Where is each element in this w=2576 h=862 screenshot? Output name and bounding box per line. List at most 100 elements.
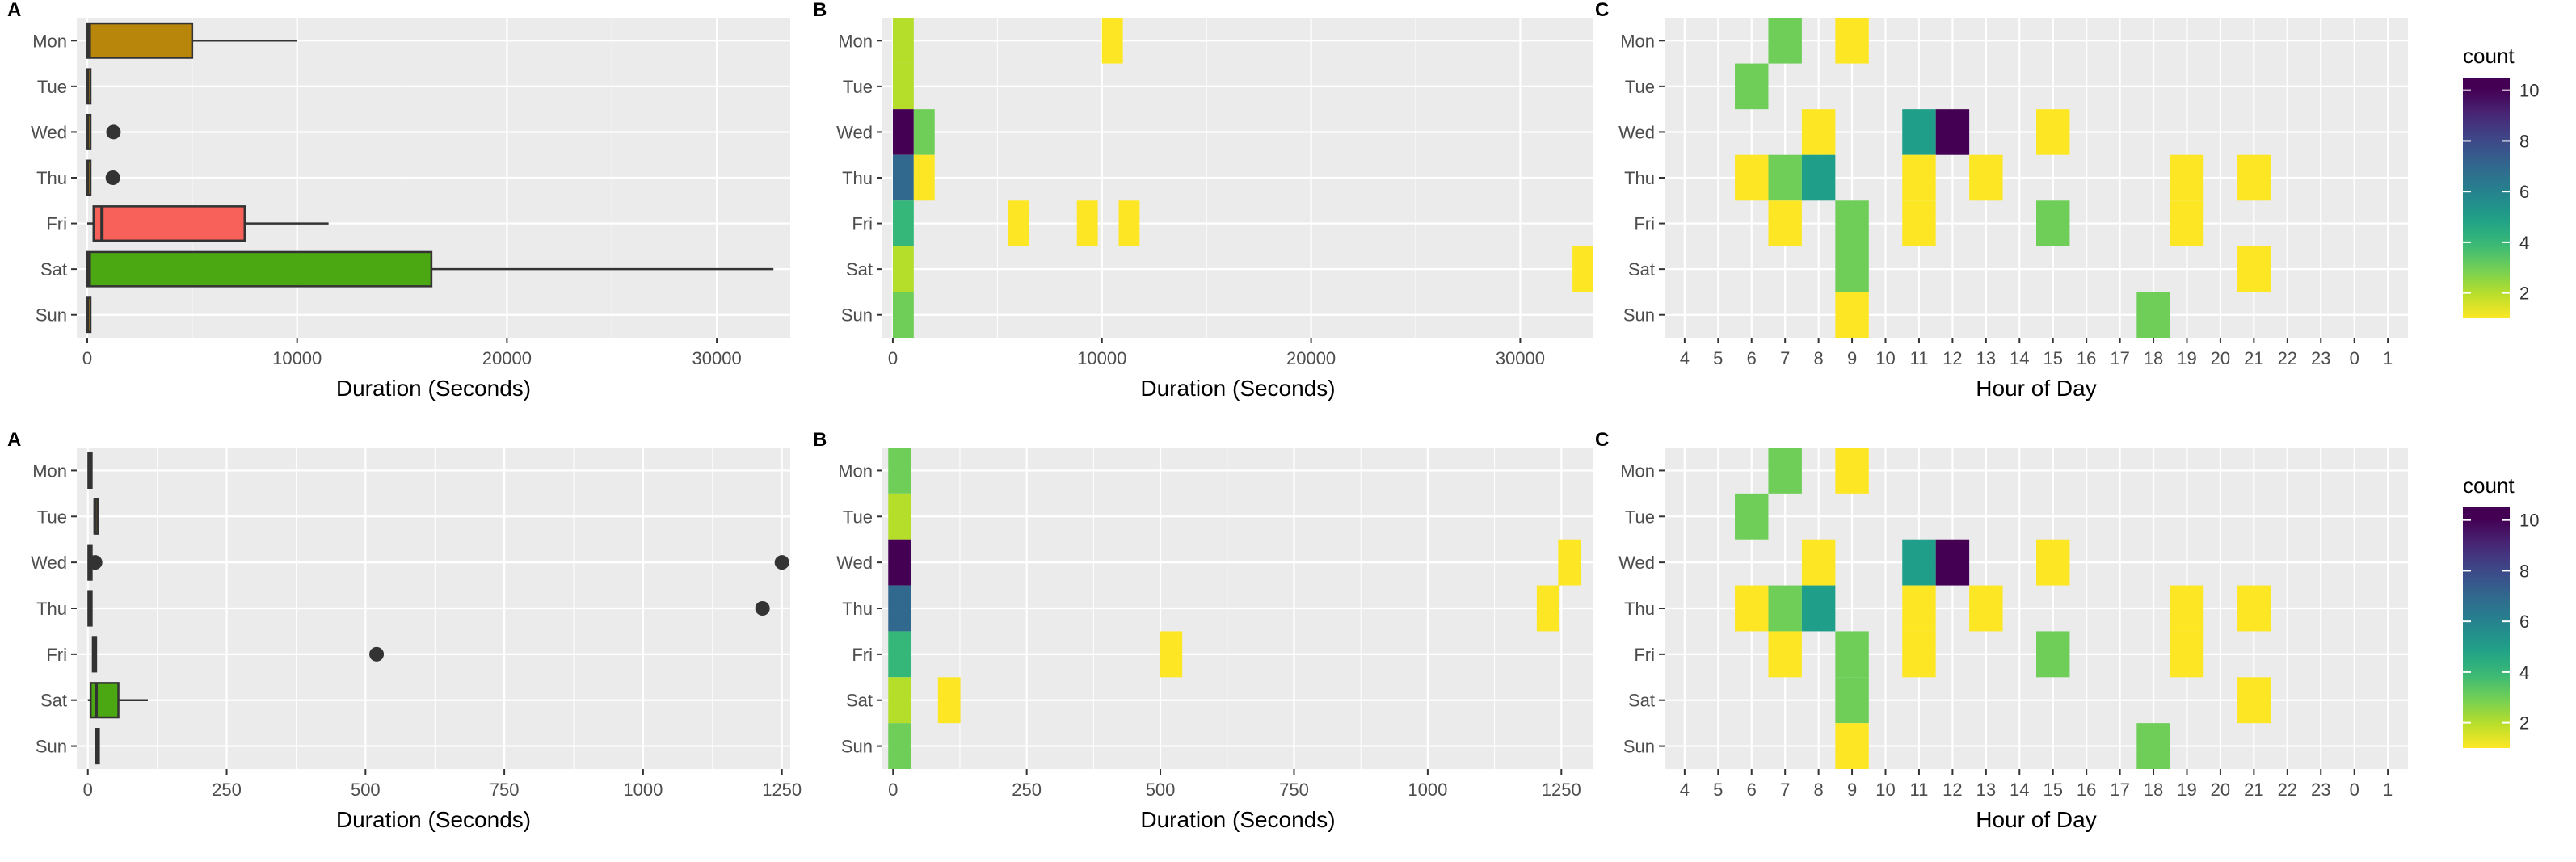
y-tick-label: Sun xyxy=(1623,737,1655,757)
y-tick-label: Wed xyxy=(1618,122,1655,142)
heat-cell xyxy=(2237,246,2271,292)
colorbar-label: 2 xyxy=(2519,284,2529,304)
heat-cell xyxy=(892,292,914,338)
x-tick-label: 15 xyxy=(2043,780,2062,800)
x-tick-label: 6 xyxy=(1747,348,1757,368)
heat-cell xyxy=(888,585,911,632)
heat-cell xyxy=(2170,631,2204,678)
x-tick-label: 13 xyxy=(1976,780,1996,800)
x-tick-label: 9 xyxy=(1847,348,1857,368)
panel-a-1: A Mon Tue Wed Thu Fri Sat Sun 0 10000 20000 30000 Du… xyxy=(7,0,790,401)
colorbar-label: 4 xyxy=(2519,662,2529,683)
heat-cell xyxy=(1835,18,1869,64)
heat-cell xyxy=(892,200,914,246)
x-tick-label: 12 xyxy=(1943,348,1962,368)
y-tick-label: Tue xyxy=(843,507,873,527)
x-tick-label: 7 xyxy=(1780,780,1790,800)
y-tick-label: Mon xyxy=(838,460,873,481)
heat-cell xyxy=(1076,200,1098,246)
heat-cell xyxy=(1735,493,1769,540)
colorbar-label: 10 xyxy=(2519,81,2539,101)
x-axis-title: Duration (Seconds) xyxy=(336,376,531,401)
outlier-point xyxy=(87,555,103,570)
y-tick-label: Fri xyxy=(46,645,67,665)
y-tick-label: Thu xyxy=(36,168,67,188)
x-tick-label: 11 xyxy=(1910,348,1929,368)
heat-cell xyxy=(913,109,935,155)
x-tick-label: 19 xyxy=(2177,348,2196,368)
x-tick-label: 21 xyxy=(2244,780,2263,800)
x-tick-label: 10000 xyxy=(1077,348,1126,368)
heat-cell xyxy=(1835,246,1869,292)
heat-cell xyxy=(2136,723,2170,769)
heat-cell xyxy=(1768,18,1802,64)
x-tick-label: 4 xyxy=(1680,348,1690,368)
x-tick-label: 1 xyxy=(2383,348,2393,368)
y-tick-label: Tue xyxy=(843,77,873,97)
x-tick-label: 5 xyxy=(1713,348,1723,368)
heat-cell xyxy=(1935,539,1970,586)
y-tick-label: Thu xyxy=(842,168,873,188)
heat-cell xyxy=(1801,585,1836,632)
x-tick-label: 14 xyxy=(2010,780,2029,800)
x-tick-label: 9 xyxy=(1847,780,1857,800)
x-tick-label: 15 xyxy=(2043,348,2062,368)
heat-cell xyxy=(2036,109,2070,155)
x-tick-label: 0 xyxy=(83,780,93,800)
legend-count-1: count 2 4 6 8 10 xyxy=(2463,44,2539,318)
heat-cell xyxy=(1835,677,1869,724)
outlier-point xyxy=(106,124,121,140)
heat-cell xyxy=(888,677,911,724)
y-tick-label: Wed xyxy=(31,122,67,142)
x-tick-label: 6 xyxy=(1747,780,1757,800)
heat-cell xyxy=(1969,585,2003,632)
panel-tag: C xyxy=(1595,429,1609,451)
heat-cell xyxy=(1902,109,1936,155)
heat-cell xyxy=(892,154,914,201)
x-tick-label: 30000 xyxy=(1496,348,1545,368)
x-tick-label: 11 xyxy=(1910,780,1929,800)
colorbar-label: 2 xyxy=(2519,713,2529,734)
heat-cell xyxy=(1768,631,1802,678)
y-tick-label: Wed xyxy=(836,122,873,142)
x-axis-title: Hour of Day xyxy=(1976,376,2096,401)
y-tick-label: Fri xyxy=(1634,645,1655,665)
x-tick-label: 14 xyxy=(2010,348,2029,368)
x-tick-label: 17 xyxy=(2110,780,2129,800)
x-tick-label: 21 xyxy=(2244,348,2263,368)
colorbar-label: 6 xyxy=(2519,612,2529,632)
heat-cell xyxy=(1902,154,1936,201)
heat-cell xyxy=(2237,585,2271,632)
x-tick-label: 20000 xyxy=(1286,348,1336,368)
x-tick-label: 500 xyxy=(351,780,381,800)
x-tick-label: 23 xyxy=(2311,780,2330,800)
x-tick-label: 23 xyxy=(2311,348,2330,368)
y-tick-label: Fri xyxy=(46,214,67,234)
heat-cell xyxy=(1768,154,1802,201)
heat-cell xyxy=(888,539,911,586)
heat-cell xyxy=(937,677,961,724)
y-tick-label: Tue xyxy=(37,77,67,97)
x-tick-label: 250 xyxy=(1012,780,1042,800)
heat-cell xyxy=(913,154,935,201)
y-tick-label: Wed xyxy=(1618,553,1655,573)
x-axis-title: Hour of Day xyxy=(1976,807,2096,832)
y-tick-label: Wed xyxy=(31,553,67,573)
heat-cell xyxy=(1572,246,1593,292)
legend-count-2: count 2 4 6 8 10 xyxy=(2463,473,2539,748)
heat-cell xyxy=(892,246,914,292)
colorbar-label: 10 xyxy=(2519,511,2539,531)
x-tick-label: 500 xyxy=(1146,780,1176,800)
heat-cell xyxy=(2170,585,2204,632)
heat-cell xyxy=(892,109,914,155)
y-tick-label: Sun xyxy=(841,737,873,757)
heat-cell xyxy=(1902,539,1936,586)
panel-tag: A xyxy=(7,429,21,451)
outlier-point xyxy=(105,170,120,185)
x-tick-label: 7 xyxy=(1780,348,1790,368)
heat-cell xyxy=(2170,154,2204,201)
x-tick-label: 12 xyxy=(1943,780,1962,800)
x-tick-label: 8 xyxy=(1814,348,1824,368)
